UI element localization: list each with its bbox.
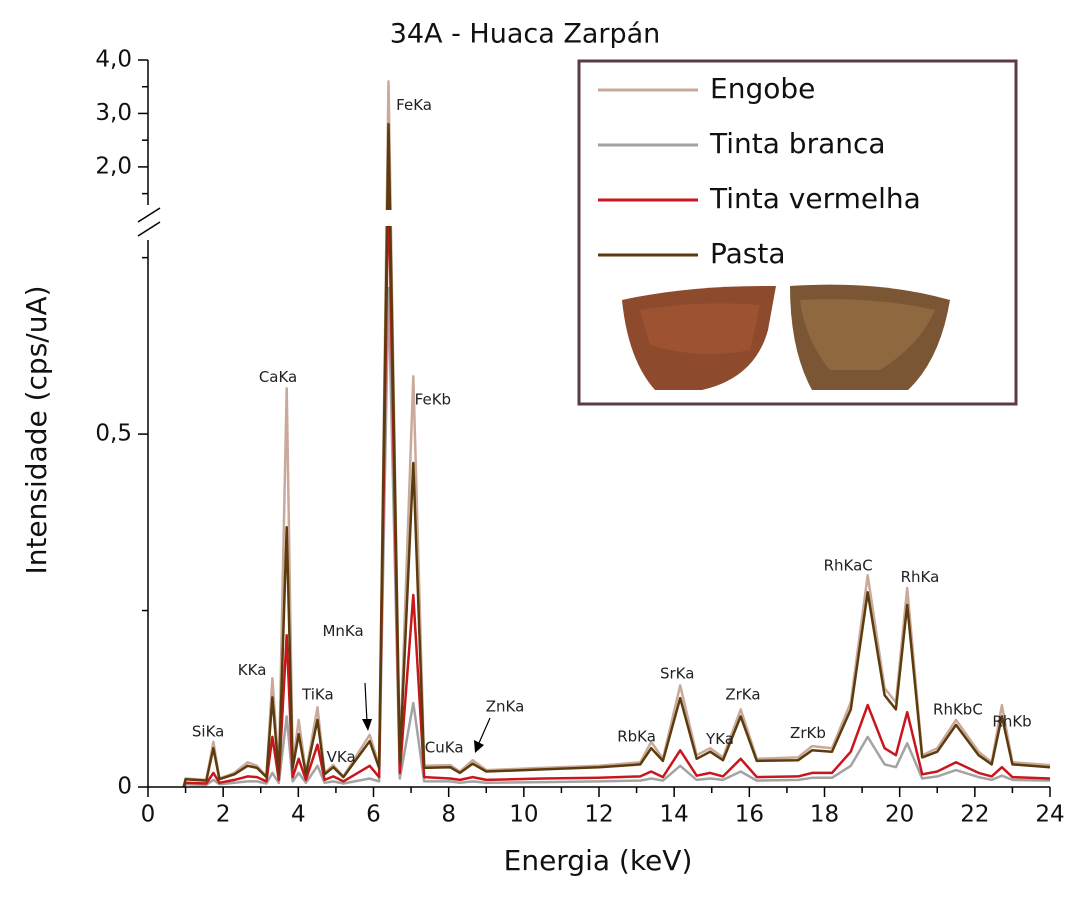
axis-break-gap xyxy=(142,210,562,226)
arrow xyxy=(478,717,491,744)
spectrum-line xyxy=(182,122,1051,788)
legend-label: Tinta branca xyxy=(709,127,886,160)
arrow-head xyxy=(474,740,484,753)
peak-label: RhKb xyxy=(992,713,1031,731)
x-tick-label: 10 xyxy=(509,802,538,828)
peak-label: RhKa xyxy=(901,568,940,586)
peak-label: VKa xyxy=(327,748,356,766)
peak-label: ZrKa xyxy=(725,686,760,704)
legend-entries: Engobe Tinta branca Tinta vermelha Pasta xyxy=(598,72,921,270)
y-tick-label: 0,5 xyxy=(95,421,132,447)
x-tick-label: 18 xyxy=(810,802,839,828)
y-axis-label: Intensidade (cps/uA) xyxy=(20,285,53,574)
peak-label: RhKbC xyxy=(933,701,983,719)
x-tick-label: 8 xyxy=(441,802,456,828)
x-tick-label: 16 xyxy=(735,802,764,828)
axis-break-mark xyxy=(137,221,161,237)
legend-label: Engobe xyxy=(710,72,815,105)
legend-label: Tinta vermelha xyxy=(709,182,921,215)
peak-label: ZnKa xyxy=(486,698,525,716)
x-tick-label: 20 xyxy=(885,802,914,828)
sherd-photo-shade xyxy=(800,299,935,370)
legend-label: Pasta xyxy=(710,237,786,270)
x-axis-label: Energia (keV) xyxy=(504,844,693,877)
y-tick-upper-label: 4,0 xyxy=(95,47,132,73)
x-tick-label: 0 xyxy=(141,802,156,828)
spectrum-line xyxy=(182,179,1051,788)
peak-label: CaKa xyxy=(259,368,297,386)
peak-label: FeKa xyxy=(396,96,432,114)
x-tick-label: 4 xyxy=(291,802,306,828)
y-tick-label: 0 xyxy=(117,774,132,800)
peak-label: ZrKb xyxy=(790,724,826,742)
x-tick-label: 12 xyxy=(584,802,613,828)
x-tick-label: 14 xyxy=(660,802,689,828)
arrow xyxy=(364,682,368,723)
peak-label: RbKa xyxy=(617,727,656,745)
chart-title: 34A - Huaca Zarpán xyxy=(390,19,661,50)
peak-label: FeKb xyxy=(415,391,451,409)
spectrum-line xyxy=(182,286,1051,788)
x-tick-label: 24 xyxy=(1035,802,1064,828)
axis-break-mark xyxy=(137,207,161,223)
peak-label: MnKa xyxy=(322,622,363,640)
peak-label: RhKaC xyxy=(824,557,873,575)
sherd-photo-shade xyxy=(640,303,760,354)
peak-label: YKa xyxy=(705,730,734,748)
peak-label: CuKa xyxy=(425,739,464,757)
legend: Engobe Tinta branca Tinta vermelha Pasta xyxy=(577,59,1018,406)
peak-label: TiKa xyxy=(301,686,334,704)
spectrum-line xyxy=(182,80,1051,788)
x-tick-label: 22 xyxy=(960,802,989,828)
peak-label: KKa xyxy=(238,661,267,679)
peak-label: SrKa xyxy=(660,665,694,683)
plot-area xyxy=(182,80,1051,788)
arrow-head xyxy=(362,719,372,731)
y-tick-upper-label: 3,0 xyxy=(95,100,132,126)
y-tick-upper-label: 2,0 xyxy=(95,153,132,179)
x-tick-label: 2 xyxy=(216,802,231,828)
peak-label: SiKa xyxy=(192,722,224,740)
x-tick-label: 6 xyxy=(366,802,381,828)
